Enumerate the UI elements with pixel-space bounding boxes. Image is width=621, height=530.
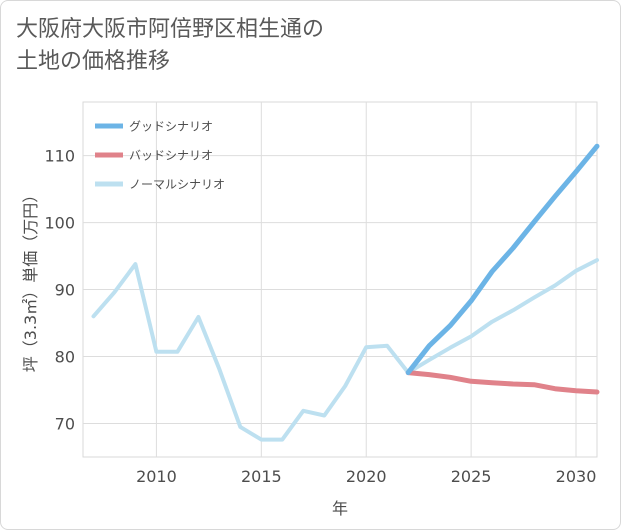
plot-area-frame [82, 101, 598, 458]
legend-label: ノーマルシナリオ [129, 178, 225, 192]
x-tick-label: 2020 [346, 467, 387, 486]
series-lines [91, 143, 600, 442]
series-line-3 [91, 258, 599, 442]
chart-title: 大阪府大阪市阿倍野区相生通の 土地の価格推移 [16, 14, 324, 78]
y-tick-label: 70 [55, 415, 75, 434]
y-tick-label: 100 [44, 214, 75, 233]
grid [82, 101, 598, 458]
series-line-1 [405, 143, 600, 376]
x-axis-title: 年 [332, 499, 348, 518]
legend-label: バッドシナリオ [129, 149, 213, 163]
y-tick-label: 90 [55, 281, 75, 300]
axes: 2010 2015 2020 2025 2030 70 80 90 100 110 年 坪（3.3㎡）… [21, 147, 596, 518]
x-tick-label: 2030 [556, 467, 597, 486]
x-tick-label: 2015 [241, 467, 282, 486]
y-tick-label: 80 [55, 348, 75, 367]
legend-label: グッドシナリオ [129, 120, 213, 134]
chart-title-line-2: 土地の価格推移 [16, 49, 171, 74]
x-tick-label: 2025 [451, 467, 492, 486]
y-tick-label: 110 [44, 147, 75, 166]
y-axis-title: 坪（3.3㎡）単価（万円） [21, 187, 40, 372]
x-tick-label: 2010 [136, 467, 177, 486]
chart-title-line-1: 大阪府大阪市阿倍野区相生通の [16, 17, 325, 42]
series-line-2 [405, 370, 600, 395]
